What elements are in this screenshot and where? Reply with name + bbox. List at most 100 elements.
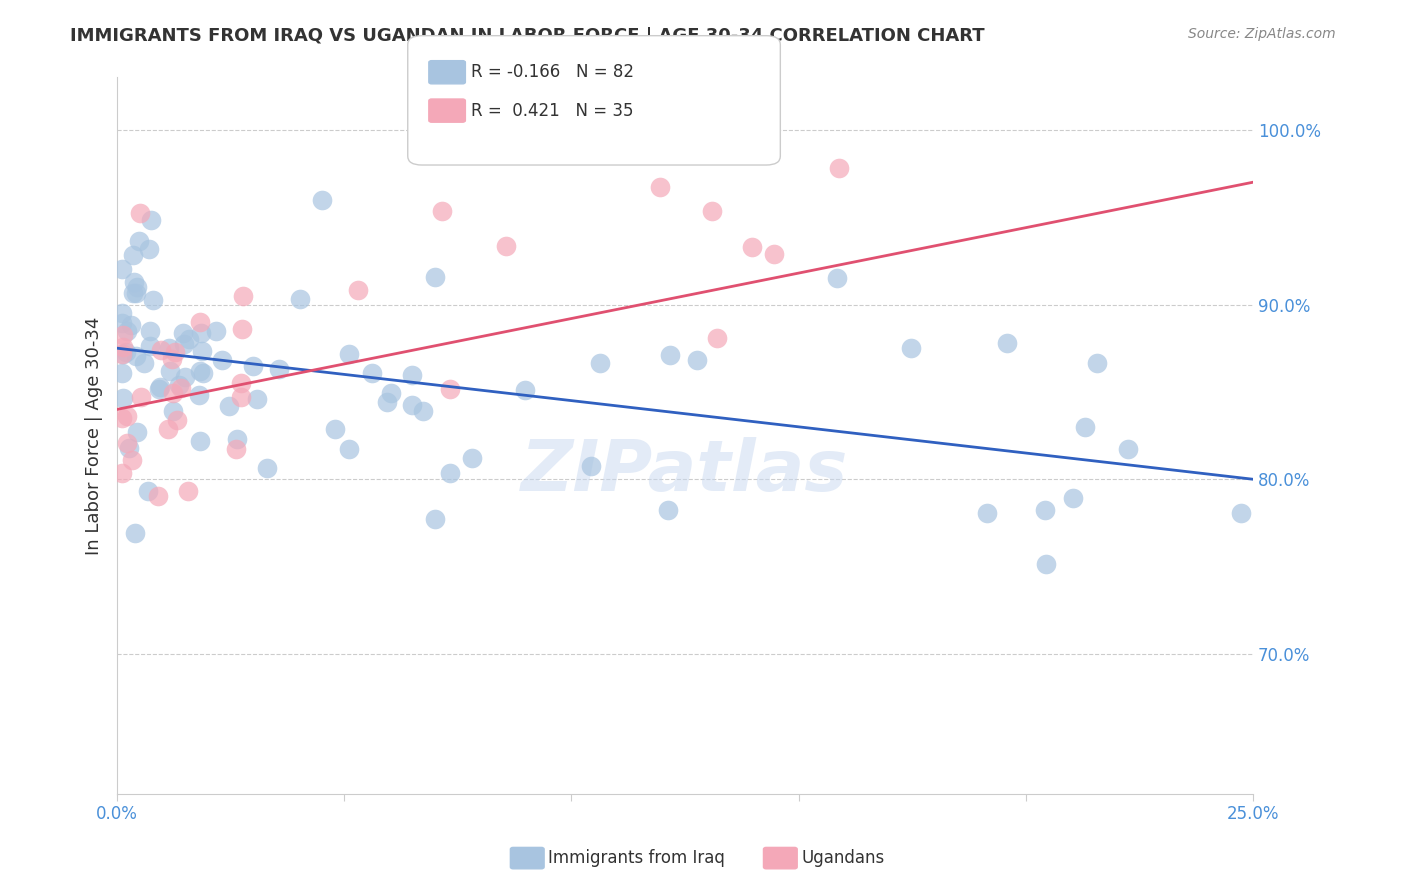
Point [700, 204, 723, 219]
Point [461, 451, 484, 466]
Point [269, 362, 291, 376]
Point [588, 356, 610, 370]
Point [128, 235, 150, 249]
Point [111, 347, 134, 361]
Point [139, 339, 162, 353]
Point [111, 328, 134, 343]
Point [162, 404, 184, 418]
Point [149, 343, 172, 357]
Point [657, 502, 679, 516]
Point [142, 293, 165, 307]
Point [1074, 419, 1097, 434]
Text: Immigrants from Iraq: Immigrants from Iraq [548, 849, 725, 867]
Point [231, 391, 253, 405]
Point [513, 384, 536, 398]
Point [163, 345, 186, 359]
Point [231, 376, 253, 391]
Point [323, 422, 346, 436]
Point [439, 466, 461, 480]
Point [762, 247, 785, 261]
Point [118, 442, 141, 456]
Point [111, 306, 134, 320]
Point [1085, 356, 1108, 370]
Point [191, 344, 214, 359]
Point [115, 324, 138, 338]
Point [900, 342, 922, 356]
Text: Ugandans: Ugandans [801, 849, 884, 867]
Point [377, 395, 399, 409]
Point [177, 484, 200, 499]
Point [650, 180, 672, 194]
Point [256, 460, 278, 475]
Point [128, 206, 150, 220]
Point [111, 410, 134, 425]
Point [205, 324, 228, 338]
Text: IMMIGRANTS FROM IRAQ VS UGANDAN IN LABOR FORCE | AGE 30-34 CORRELATION CHART: IMMIGRANTS FROM IRAQ VS UGANDAN IN LABOR… [70, 27, 986, 45]
Point [495, 239, 517, 253]
Point [706, 331, 728, 345]
Point [659, 348, 682, 362]
Point [170, 381, 193, 395]
Point [423, 512, 446, 526]
Point [242, 359, 264, 373]
Point [121, 248, 143, 262]
Point [412, 404, 434, 418]
Point [115, 409, 138, 423]
Point [1035, 557, 1057, 571]
Point [139, 324, 162, 338]
Point [1230, 506, 1253, 520]
Point [172, 326, 194, 340]
Point [361, 367, 384, 381]
Point [121, 452, 143, 467]
Point [193, 367, 215, 381]
Point [157, 422, 180, 436]
Point [111, 347, 134, 361]
Point [337, 442, 360, 457]
Point [401, 368, 423, 383]
Text: R =  0.421   N = 35: R = 0.421 N = 35 [471, 102, 634, 120]
Point [111, 466, 134, 480]
Point [1118, 442, 1140, 456]
Point [425, 270, 447, 285]
Point [246, 392, 269, 407]
Point [976, 506, 998, 520]
Point [124, 285, 146, 300]
Point [347, 284, 370, 298]
Point [120, 318, 142, 332]
Point [827, 271, 849, 285]
Point [114, 344, 136, 359]
Point [188, 315, 211, 329]
Point [169, 377, 191, 392]
Point [439, 382, 461, 396]
Point [401, 398, 423, 412]
Point [995, 335, 1018, 350]
Point [686, 352, 709, 367]
Text: R = -0.166   N = 82: R = -0.166 N = 82 [471, 63, 634, 81]
Point [157, 341, 180, 355]
Point [173, 336, 195, 351]
Point [177, 331, 200, 345]
Point [160, 352, 183, 367]
Point [225, 442, 247, 457]
Point [111, 317, 134, 331]
Point [188, 434, 211, 449]
Point [138, 242, 160, 256]
Y-axis label: In Labor Force | Age 30-34: In Labor Force | Age 30-34 [86, 317, 103, 555]
Point [125, 349, 148, 363]
Point [188, 364, 211, 378]
Point [232, 289, 254, 303]
Point [218, 399, 240, 413]
Point [380, 385, 402, 400]
Point [430, 204, 453, 219]
Point [159, 364, 181, 378]
Point [231, 322, 253, 336]
Point [124, 526, 146, 541]
Point [337, 347, 360, 361]
Point [579, 459, 602, 474]
Point [121, 286, 143, 301]
Point [134, 356, 156, 370]
Point [111, 340, 134, 354]
Point [148, 489, 170, 503]
Point [148, 382, 170, 396]
Text: Source: ZipAtlas.com: Source: ZipAtlas.com [1188, 27, 1336, 41]
